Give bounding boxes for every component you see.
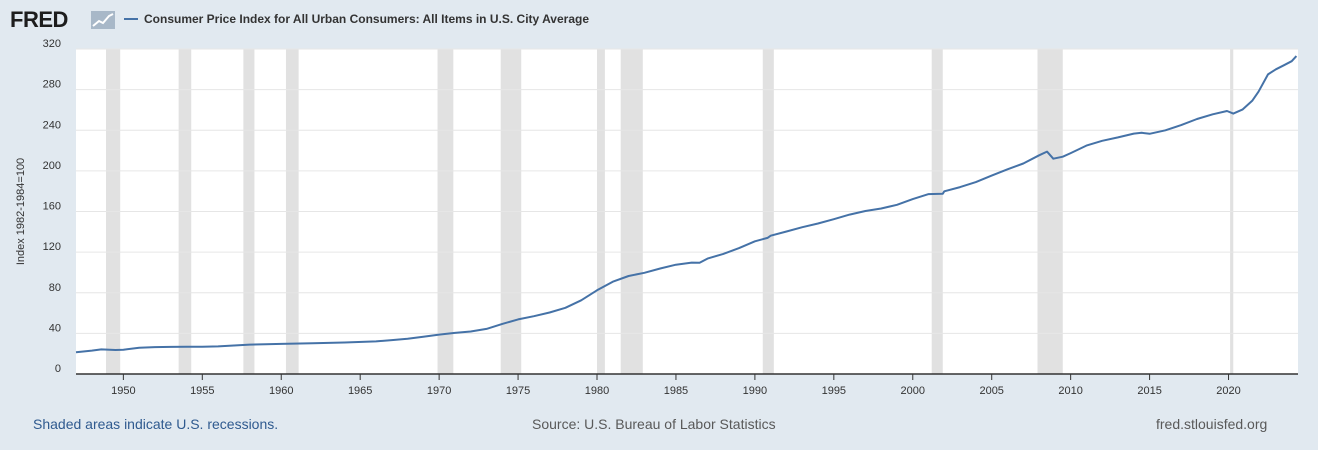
x-tick-label: 1970 (427, 385, 451, 397)
x-tick-label: 1990 (743, 385, 767, 397)
y-tick-label: 80 (49, 282, 61, 294)
chart-title: Consumer Price Index for All Urban Consu… (144, 12, 589, 26)
x-axis-ticks: 1950 1955 1960 1965 1970 1975 1980 1985 1990 1995… (111, 374, 1241, 397)
y-tick-label: 320 (43, 38, 61, 50)
fred-logo[interactable]: FRED (10, 7, 68, 32)
legend-line-swatch (124, 18, 138, 20)
source-text: Source: U.S. Bureau of Labor Statistics (532, 416, 776, 432)
y-tick-label: 240 (43, 119, 61, 131)
x-tick-label: 2010 (1058, 385, 1082, 397)
y-tick-label: 160 (43, 201, 61, 213)
y-tick-label: 200 (43, 160, 61, 172)
y-axis-label: Index 1982-1984=100 (15, 158, 27, 265)
cpi-series-line (75, 55, 1298, 354)
recession-note-link[interactable]: Shaded areas indicate U.S. recessions. (33, 416, 279, 432)
site-link[interactable]: fred.stlouisfed.org (1156, 416, 1268, 432)
y-tick-label: 0 (55, 363, 61, 375)
x-tick-label: 1965 (348, 385, 372, 397)
x-tick-label: 1995 (822, 385, 846, 397)
x-tick-label: 1975 (506, 385, 530, 397)
x-tick-label: 1955 (190, 385, 214, 397)
x-tick-label: 2020 (1216, 385, 1240, 397)
x-tick-label: 1985 (664, 385, 688, 397)
x-tick-label: 2000 (901, 385, 925, 397)
y-axis-ticks: 0 40 80 120 160 200 240 280 320 (43, 38, 61, 375)
x-tick-label: 1950 (111, 385, 135, 397)
grid-lines (76, 48, 1298, 334)
x-tick-label: 2015 (1137, 385, 1161, 397)
y-tick-label: 120 (43, 241, 61, 253)
y-tick-label: 40 (49, 322, 61, 334)
x-tick-label: 2005 (979, 385, 1003, 397)
fred-chart-logo-icon (91, 11, 115, 29)
x-tick-label: 1960 (269, 385, 293, 397)
y-tick-label: 280 (43, 79, 61, 91)
chart-legend: Consumer Price Index for All Urban Consu… (124, 12, 589, 26)
x-tick-label: 1980 (585, 385, 609, 397)
